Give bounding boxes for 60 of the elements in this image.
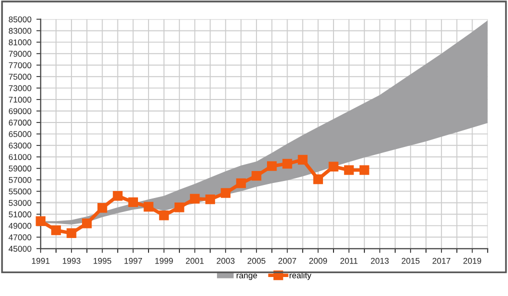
y-tick-label: 73000: [8, 85, 32, 92]
point: [112, 191, 123, 201]
y-tick-label: 65000: [8, 131, 32, 138]
x-tick-label: 2015: [402, 258, 420, 264]
y-tick-label: 61000: [8, 154, 32, 160]
legend-label: range: [236, 274, 258, 280]
x-tick-label: 2019: [463, 258, 482, 264]
y-tick-label: 63000: [8, 142, 32, 149]
x-tick-label: 1995: [94, 258, 112, 264]
point: [236, 178, 246, 188]
y-tick-label: 55000: [8, 188, 32, 194]
x-tick-label: 2003: [216, 258, 235, 264]
y-tick-label: 75000: [8, 74, 32, 80]
point: [174, 202, 184, 212]
y-tick-label: 51000: [8, 211, 32, 218]
x-tick-label: 1999: [155, 258, 173, 264]
y-tick-label: 69000: [8, 108, 32, 114]
point: [128, 197, 138, 208]
y-tick-label: 57000: [8, 177, 32, 183]
y-tick-label: 67000: [8, 120, 32, 126]
y-tick-label: 47000: [8, 234, 32, 240]
x-tick-label: 2005: [248, 258, 266, 264]
point: [359, 165, 370, 175]
y-tick-label: 79000: [8, 50, 32, 57]
point: [313, 174, 323, 184]
point: [344, 165, 354, 175]
y-tick-label: 59000: [8, 166, 32, 172]
y-tick-label: 77000: [8, 62, 32, 68]
y-tick-label: 45000: [8, 246, 32, 252]
x-tick-label: 2011: [340, 258, 358, 264]
point: [82, 218, 92, 228]
point: [144, 202, 154, 212]
point: [328, 162, 338, 172]
y-tick-label: 81000: [8, 39, 32, 46]
point: [190, 194, 200, 204]
x-tick-label: 2013: [370, 258, 389, 264]
point: [252, 170, 262, 181]
y-tick-label: 85000: [8, 16, 32, 22]
point: [267, 161, 277, 171]
x-tick-label: 2017: [432, 258, 450, 264]
point: [159, 210, 169, 220]
point: [66, 228, 76, 238]
x-tick-label: 2009: [309, 258, 327, 264]
y-tick-label: 71000: [8, 96, 32, 103]
point: [51, 225, 61, 236]
point: [282, 158, 292, 169]
point: [298, 154, 308, 165]
x-tick-label: 2007: [278, 258, 296, 264]
y-tick-label: 49000: [8, 222, 32, 229]
legend-label: reality: [290, 272, 312, 280]
point: [36, 216, 46, 226]
point: [97, 203, 108, 213]
x-tick-label: 1997: [124, 258, 142, 264]
x-tick-label: 2001: [186, 258, 204, 264]
y-tick-label: 83000: [8, 28, 32, 34]
x-tick-label: 1991: [32, 258, 50, 264]
point: [205, 194, 216, 204]
y-tick-label: 53000: [8, 200, 32, 206]
point: [220, 188, 230, 198]
x-tick-label: 1993: [62, 258, 80, 264]
